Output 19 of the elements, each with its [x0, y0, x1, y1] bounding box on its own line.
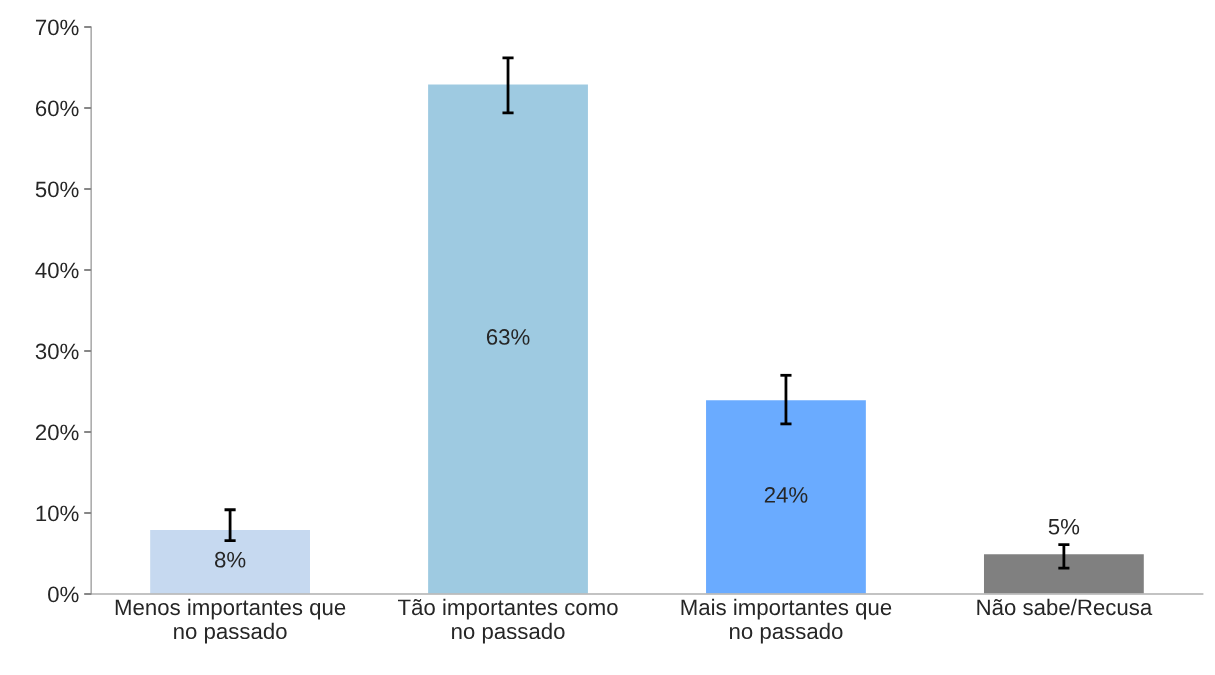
y-tick-label: 0% [48, 586, 79, 603]
x-tick-label: Menos importantes que no passado [115, 598, 346, 644]
data-label: 8% [215, 551, 246, 568]
data-label: 63% [486, 329, 530, 345]
data-label: 24% [764, 487, 808, 503]
y-tick-label: 70% [35, 19, 79, 36]
data-label: 5% [1048, 518, 1080, 535]
x-tick-label: Tão importantes como no passado [397, 598, 618, 644]
y-tick-label: 10% [36, 505, 79, 522]
bar [704, 398, 868, 594]
bar [148, 528, 312, 594]
x-tick-label: Mais importantes que no passado [681, 598, 892, 644]
y-tick-label: 20% [35, 424, 79, 441]
y-tick-label: 60% [35, 100, 79, 117]
y-tick-label: 30% [35, 343, 79, 360]
bar [426, 83, 590, 594]
y-tick-label: 50% [35, 181, 79, 198]
x-tick-label: Não sabe/Recusa [977, 598, 1153, 616]
y-tick-label: 40% [35, 262, 79, 279]
